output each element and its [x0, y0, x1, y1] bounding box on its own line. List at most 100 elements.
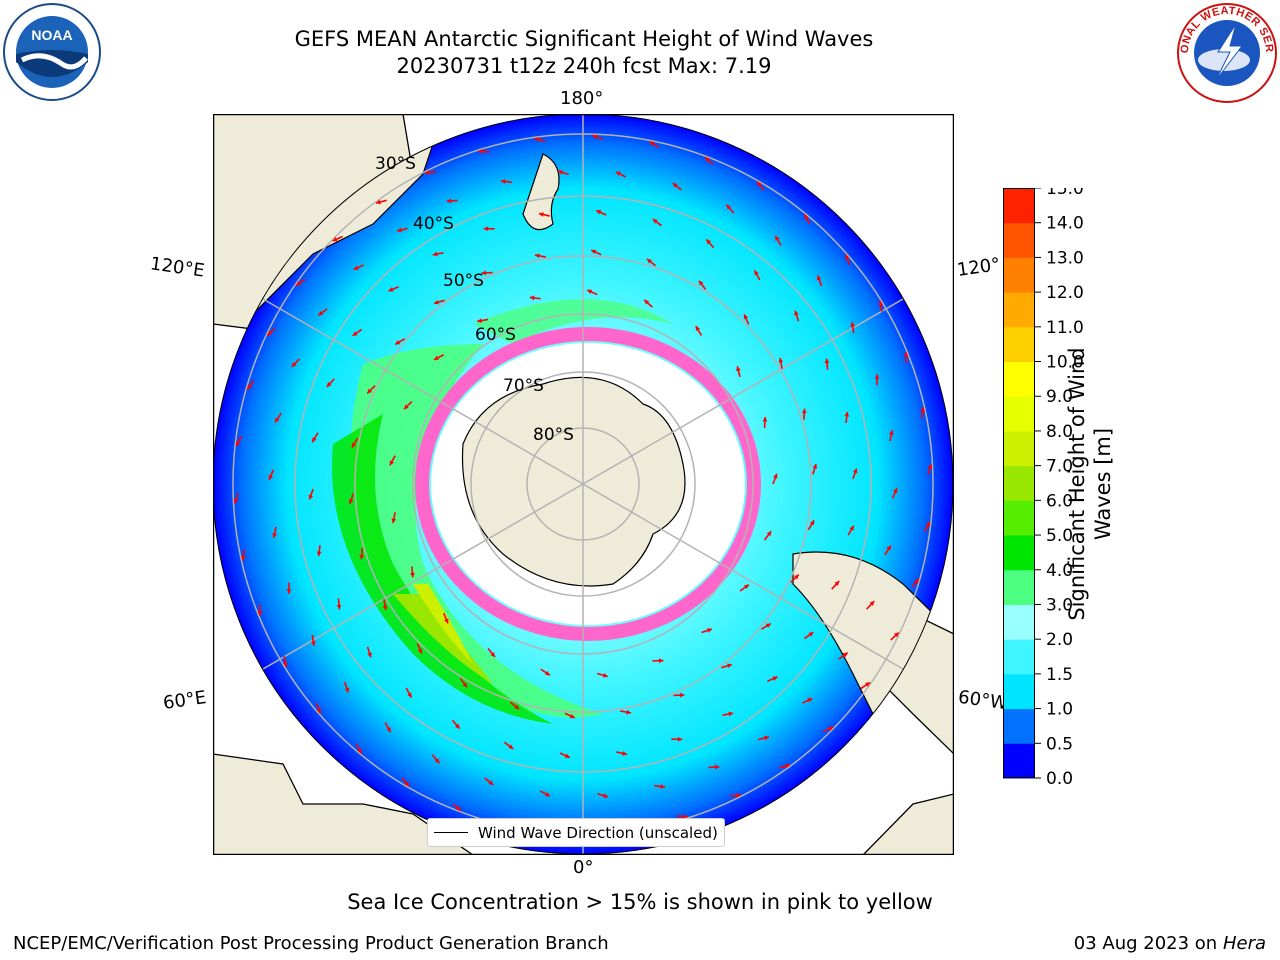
wave-direction-arrowhead	[762, 417, 768, 422]
wave-direction-arrowhead	[351, 442, 357, 448]
colorbar-tick-label: 7.0	[1046, 457, 1073, 477]
colorbar-segment	[1003, 535, 1035, 571]
nws-logo: NATIONAL WEATHER SERVICE	[1176, 2, 1277, 103]
wave-direction-arrowhead	[410, 572, 415, 578]
wave-direction-arrowhead	[545, 792, 551, 797]
wave-direction-arrowhead	[736, 793, 741, 798]
wave-direction-arrowhead	[432, 251, 438, 257]
colorbar-tick-label: 15.0	[1046, 188, 1084, 199]
wave-direction-arrowhead	[268, 475, 273, 481]
wave-direction-arrowhead	[649, 141, 655, 146]
wave-direction-arrowhead	[844, 411, 850, 417]
colorbar-tick-label: 3.0	[1046, 595, 1073, 615]
colorbar-segment	[1003, 257, 1035, 293]
sea-ice-note: Sea Ice Concentration > 15% is shown in …	[347, 890, 933, 914]
footer-date-text: 03 Aug 2023 on	[1073, 933, 1218, 954]
wave-direction-arrowhead	[672, 183, 678, 188]
lat-labels: 30°S 40°S 50°S 60°S 70°S 80°S	[375, 154, 574, 445]
colorbar-segment	[1003, 222, 1035, 258]
wave-direction-arrowhead	[344, 687, 350, 693]
wave-direction-arrowhead	[433, 355, 439, 360]
colorbar-tick-label: 9.0	[1046, 387, 1073, 407]
colorbar-tick-label: 10.0	[1046, 353, 1084, 373]
map-title: GEFS MEAN Antarctic Significant Height o…	[294, 27, 874, 51]
wave-direction-arrowhead	[865, 682, 870, 687]
colorbar-tick-label: 13.0	[1046, 248, 1084, 268]
wave-direction-arrowhead	[677, 736, 683, 742]
wave-direction-arrowhead	[434, 758, 440, 764]
wave-direction-arrowhead	[852, 468, 858, 474]
colorbar-tick-label: 8.0	[1046, 422, 1073, 442]
wave-direction-arrowhead	[357, 748, 362, 754]
wave-direction-arrowhead	[417, 648, 423, 654]
wave-direction-arrowhead	[267, 330, 273, 336]
wave-direction-arrowhead	[395, 340, 401, 345]
lon-label-180: 180°	[560, 88, 604, 109]
wave-direction-arrowhead	[893, 487, 898, 493]
colorbar-segment	[1003, 639, 1035, 675]
lon-label-0: 0°	[573, 857, 594, 878]
wave-direction-arrowhead	[743, 314, 749, 320]
wave-direction-arrowhead	[275, 417, 280, 423]
colorbar-segment	[1003, 361, 1035, 397]
wave-direction-arrowhead	[804, 214, 809, 220]
wave-direction-arrowhead	[326, 382, 332, 387]
lat-label-80s: 80°S	[533, 425, 574, 445]
wave-direction-arrowhead	[446, 198, 452, 204]
wave-direction-arrowhead	[772, 676, 778, 681]
colorbar-segment	[1003, 396, 1035, 432]
footer-host: Hera	[1222, 933, 1266, 954]
wave-direction-arrowhead	[602, 672, 608, 678]
colorbar-segment	[1003, 292, 1035, 328]
wave-direction-arrowhead	[247, 384, 252, 390]
wave-direction-arrowhead	[914, 578, 919, 584]
lat-label-70s: 70°S	[503, 376, 544, 396]
wave-direction-arrowhead	[727, 663, 732, 669]
wave-direction-arrowhead	[310, 641, 316, 646]
wave-direction-arrowhead	[352, 331, 358, 336]
wave-direction-arrowhead	[514, 704, 520, 710]
map-legend: Wind Wave Direction (unscaled)	[427, 818, 725, 847]
wave-direction-arrowhead	[773, 473, 778, 479]
wave-direction-arrowhead	[925, 521, 930, 527]
wave-direction-arrowhead	[714, 764, 720, 770]
wave-direction-arrowhead	[812, 463, 818, 469]
wave-direction-arrowhead	[481, 270, 487, 276]
wave-direction-arrowhead	[652, 219, 658, 224]
wave-direction-arrowhead	[807, 698, 813, 703]
wave-direction-arrowhead	[396, 227, 402, 233]
lat-label-30s: 30°S	[375, 154, 416, 174]
colorbar-tick-label: 0.5	[1046, 734, 1073, 754]
wave-direction-arrowhead	[801, 408, 807, 414]
wave-direction-arrowhead	[483, 226, 489, 232]
wave-direction-arrowhead	[893, 632, 899, 638]
wave-direction-arrowhead	[615, 171, 621, 176]
wave-direction-arrowhead	[878, 300, 884, 306]
colorbar-segment	[1003, 569, 1035, 605]
wave-direction-arrowhead	[816, 275, 822, 281]
wave-direction-arrowhead	[834, 581, 840, 586]
noaa-logo-text: NOAA	[31, 27, 72, 43]
lat-label-50s: 50°S	[443, 271, 484, 291]
wave-direction-arrowhead	[353, 265, 359, 270]
wave-direction-arrowhead	[233, 498, 239, 504]
wave-direction-arrowhead	[849, 525, 854, 531]
colorbar-segment	[1003, 465, 1035, 501]
wave-direction-arrowhead	[587, 289, 593, 294]
wave-direction-arrowhead	[850, 322, 856, 327]
wave-direction-arrowhead	[318, 310, 324, 316]
wave-direction-arrowhead	[386, 727, 391, 733]
wave-direction-arrowhead	[824, 358, 830, 364]
wave-direction-arrowhead	[695, 326, 701, 332]
wave-direction-arrowhead	[775, 235, 780, 241]
wave-direction-arrowhead	[544, 670, 550, 676]
colorbar-tick-label: 14.0	[1046, 214, 1084, 234]
wave-direction-arrowhead	[626, 709, 632, 715]
lon-label-60w: 60°W	[956, 686, 1009, 715]
wave-direction-arrowhead	[240, 556, 246, 561]
wave-direction-arrowhead	[403, 404, 409, 410]
wave-direction-arrowhead	[886, 545, 891, 551]
colorbar-tick-label: 2.0	[1046, 630, 1073, 650]
wave-direction-arrowhead	[359, 554, 365, 560]
wave-direction-arrowhead	[845, 254, 850, 260]
